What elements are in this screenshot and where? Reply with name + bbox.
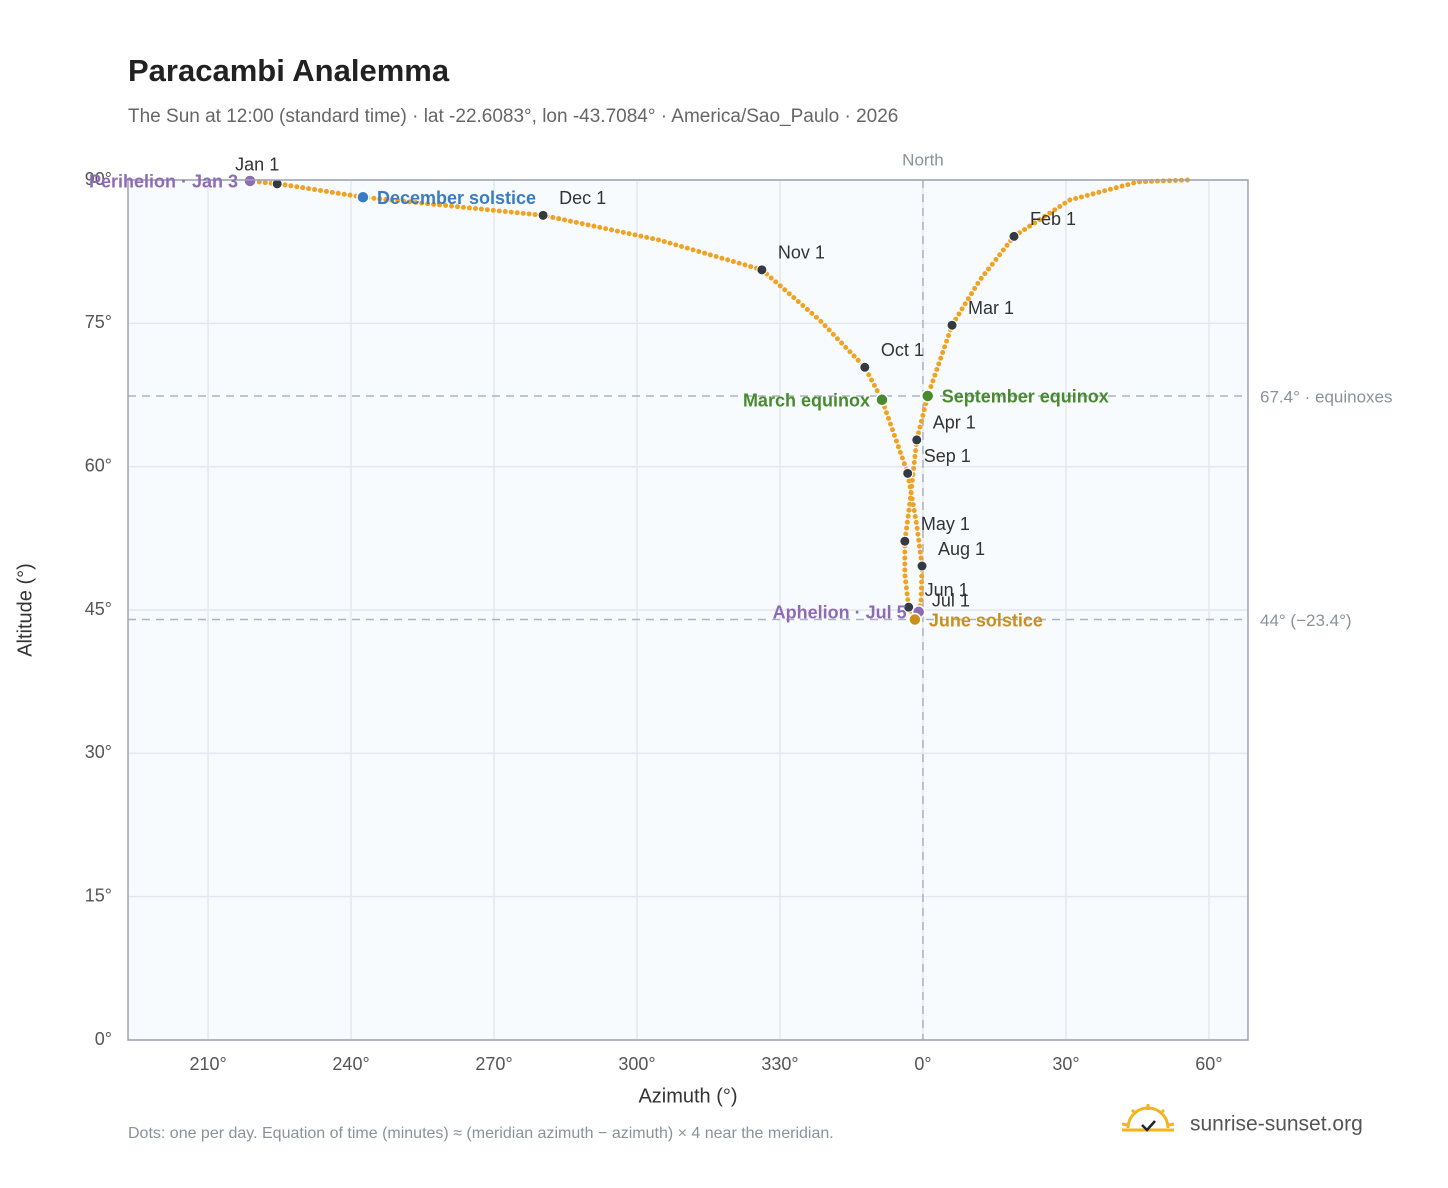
month-dot (271, 178, 283, 190)
x-axis-label: Azimuth (°) (638, 1085, 737, 1107)
event-label: Aphelion · Jul 5 (773, 603, 907, 623)
y-tick-label: 60° (85, 455, 112, 475)
month-label: Aug 1 (938, 539, 985, 559)
month-dot (859, 361, 871, 373)
event-dot (875, 393, 889, 407)
logo-icon (1121, 1104, 1175, 1132)
month-label: May 1 (921, 514, 970, 534)
y-tick-label: 0° (95, 1029, 112, 1049)
month-label: Jul 1 (932, 590, 970, 610)
x-tick-label: 270° (475, 1054, 512, 1074)
month-label: Sep 1 (924, 446, 971, 466)
month-dot (911, 434, 923, 446)
month-label: Nov 1 (778, 243, 825, 263)
event-label: March equinox (743, 391, 870, 411)
y-tick-label: 30° (85, 742, 112, 762)
month-dot (902, 467, 914, 479)
event-label: June solstice (929, 610, 1043, 630)
marks (243, 174, 1190, 627)
event-label: December solstice (377, 188, 536, 208)
y-tick-label: 45° (85, 599, 112, 619)
north-label: North (902, 150, 944, 169)
y-tick-label: 75° (85, 312, 112, 332)
month-dot (537, 209, 549, 221)
month-dot (1008, 230, 1020, 242)
reference-label: 44° (−23.4°) (1260, 611, 1352, 630)
y-tick-label: 90° (85, 169, 112, 189)
month-dot (756, 264, 768, 276)
footnote: Dots: one per day. Equation of time (min… (128, 1125, 834, 1142)
month-label: Oct 1 (881, 340, 924, 360)
month-label: Mar 1 (968, 298, 1014, 318)
event-dot (920, 389, 935, 403)
x-tick-label: 210° (189, 1054, 226, 1074)
event-dot (356, 190, 370, 204)
month-dot (946, 319, 958, 331)
event-dot (243, 174, 257, 188)
chart-title: Paracambi Analemma (128, 53, 450, 88)
y-tick-label: 15° (85, 885, 112, 905)
reference-label: 67.4° · equinoxes (1260, 387, 1393, 406)
x-tick-label: 60° (1195, 1054, 1222, 1074)
x-tick-label: 30° (1052, 1054, 1079, 1074)
plot-border (127, 179, 1249, 1041)
x-tick-label: 0° (914, 1054, 931, 1074)
chart-subtitle: The Sun at 12:00 (standard time) · lat -… (128, 106, 898, 127)
event-label: September equinox (942, 387, 1109, 407)
month-dot (903, 601, 915, 613)
brand: sunrise-sunset.org (1190, 1113, 1363, 1136)
x-tick-label: 300° (618, 1054, 655, 1074)
event-dot (908, 612, 922, 627)
month-label: Jun 1 (925, 580, 969, 600)
month-label: Jan 1 (235, 155, 279, 175)
month-dot (916, 560, 928, 572)
month-label: Apr 1 (933, 413, 976, 433)
x-tick-label: 330° (761, 1054, 798, 1074)
month-dot (899, 535, 911, 547)
month-label: Dec 1 (559, 188, 606, 208)
y-axis-label: Altitude (°) (14, 563, 36, 657)
month-label: Feb 1 (1030, 209, 1076, 229)
x-tick-label: 240° (332, 1054, 369, 1074)
event-label: Perihelion · Jan 3 (89, 172, 238, 192)
